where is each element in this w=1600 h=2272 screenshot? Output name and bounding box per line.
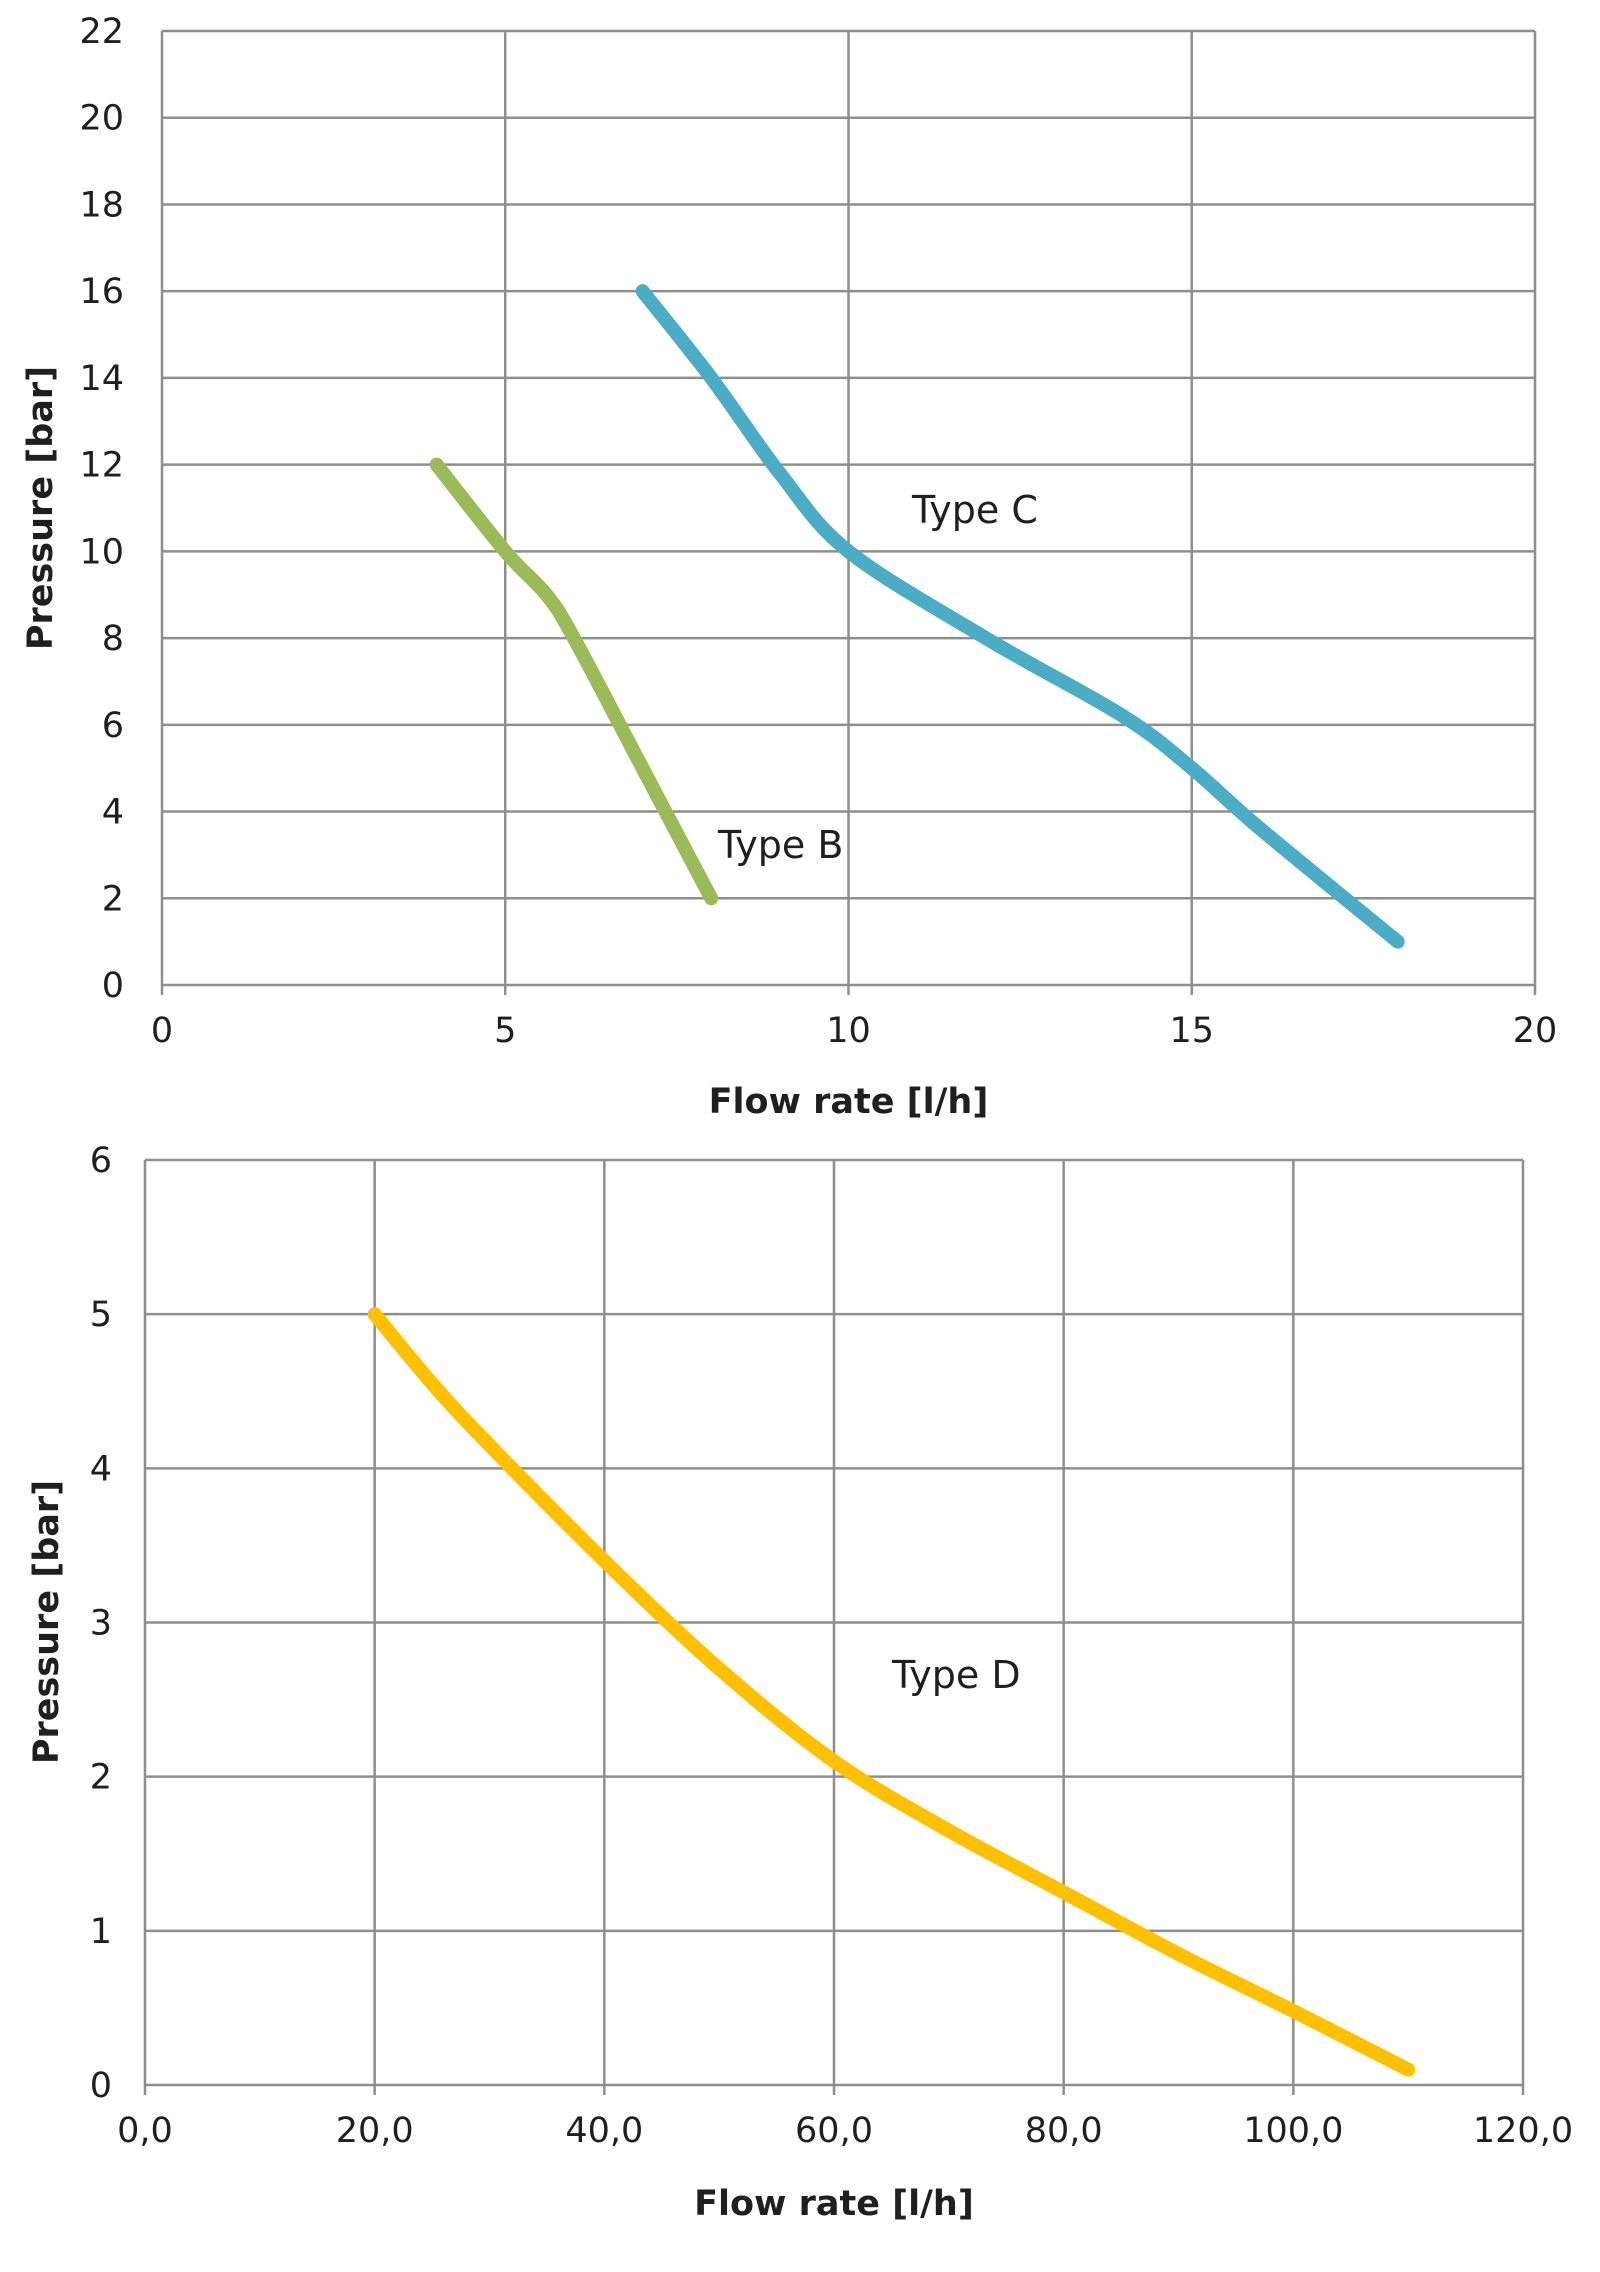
chart-2-x-tick-label: 0,0 [117, 2111, 173, 2151]
chart-1-y-tick-label: 16 [79, 272, 124, 312]
chart-1-y-tick-label: 12 [79, 446, 124, 486]
chart-1-y-tick-label: 6 [102, 706, 124, 746]
chart-1-x-tick-label: 20 [1513, 1011, 1558, 1051]
series-label-type-d: Type D [891, 1653, 1021, 1697]
chart-1-x-tick-label: 0 [151, 1011, 173, 1051]
chart-1-y-tick-label: 0 [102, 966, 124, 1006]
chart-2-y-tick-label: 1 [90, 1912, 112, 1952]
series-line-type-c [635, 284, 1405, 949]
chart-2-y-tick-label: 2 [90, 1758, 112, 1798]
chart-1-y-tick-label: 8 [102, 619, 124, 659]
chart-1-y-axis-title: Pressure [bar] [21, 366, 61, 650]
chart-2-y-tick-label: 4 [90, 1449, 112, 1489]
series-label-type-b: Type B [717, 823, 843, 867]
chart-2-x-tick-label: 80,0 [1025, 2111, 1103, 2151]
chart-1-x-axis-title: Flow rate [l/h] [709, 1082, 989, 1122]
series-label-type-c: Type C [911, 488, 1038, 532]
chart-1-y-tick-label: 10 [79, 532, 124, 572]
series-line-type-b [429, 457, 719, 906]
chart-1-x-tick-label: 15 [1169, 1011, 1214, 1051]
chart-2-y-tick-label: 6 [90, 1141, 112, 1181]
chart-2-y-axis-title: Pressure [bar] [27, 1480, 67, 1764]
chart-1-y-tick-label: 2 [102, 879, 124, 919]
chart-1-y-tick-label: 20 [79, 99, 124, 139]
chart-2-x-tick-label: 40,0 [565, 2111, 643, 2151]
chart-1-y-tick-label: 4 [102, 793, 124, 833]
series-line-type-d [367, 1307, 1416, 2077]
chart-1-y-tick-label: 22 [79, 12, 124, 52]
chart-2-x-tick-label: 120,0 [1473, 2111, 1573, 2151]
chart-1-y-tick-label: 18 [79, 185, 124, 225]
chart-2-y-tick-label: 0 [90, 2066, 112, 2106]
chart-2-x-tick-label: 100,0 [1243, 2111, 1343, 2151]
chart-1-x-tick-label: 5 [494, 1011, 516, 1051]
chart-1-x-tick-label: 10 [826, 1011, 871, 1051]
chart-2-y-tick-label: 3 [90, 1604, 112, 1644]
chart-2-x-tick-label: 60,0 [795, 2111, 873, 2151]
chart-2-x-axis-title: Flow rate [l/h] [694, 2184, 974, 2224]
chart-2-x-tick-label: 20,0 [336, 2111, 414, 2151]
chart-2-y-tick-label: 5 [90, 1295, 112, 1335]
chart-1-y-tick-label: 14 [79, 359, 124, 399]
